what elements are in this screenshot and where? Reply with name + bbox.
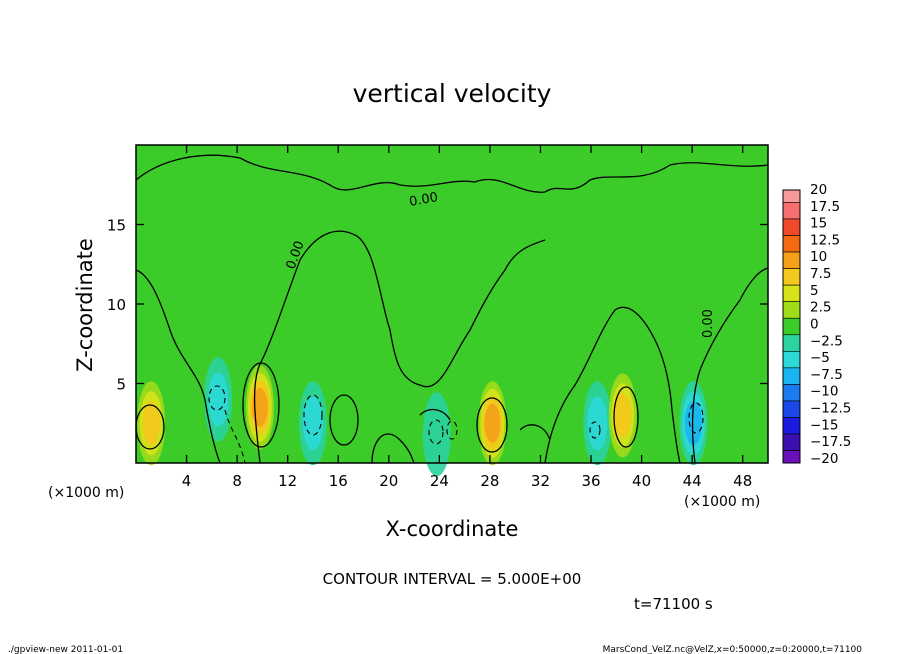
y-axis-title: Z-coordinate [73, 238, 97, 372]
colorbar-label: −10 [810, 384, 839, 400]
x-tick-label: 44 [683, 472, 702, 490]
contour-line [476, 397, 508, 453]
colorbar-label: 20 [810, 182, 827, 198]
chart-title: vertical velocity [353, 79, 552, 108]
colorbar-label: −15 [810, 417, 839, 433]
colorbar-swatch [782, 235, 801, 253]
colorbar-swatch [782, 189, 801, 203]
colorbar-label: −7.5 [810, 367, 843, 383]
contour-line-negative [688, 402, 704, 434]
contour-lines-negative [208, 385, 704, 464]
x-tick-label: 28 [480, 472, 499, 490]
colorbar-swatch [782, 400, 801, 418]
x-tick-label: 16 [329, 472, 348, 490]
colorbar-label: −17.5 [810, 434, 851, 450]
x-unit-label: (×1000 m) [48, 485, 124, 501]
colorbar-label: 15 [810, 216, 827, 232]
colorbar-label: 17.5 [810, 199, 840, 215]
contour-line [419, 408, 451, 421]
contour-line-negative [446, 420, 458, 440]
colorbar-label: 10 [810, 249, 827, 265]
velocity-cell [484, 403, 501, 443]
footer-right: MarsCond_VelZ.nc@VelZ,x=0:50000,z=0:2000… [603, 645, 863, 654]
feature-layer [137, 357, 708, 477]
velocity-cell [684, 401, 703, 446]
contour-label: 0.00 [701, 309, 716, 338]
colorbar-swatch [782, 351, 801, 369]
x-tick-label: 40 [632, 472, 651, 490]
contour-line-negative [428, 419, 444, 445]
colorbar-label: −12.5 [810, 400, 851, 416]
contour-line [519, 424, 551, 441]
x-tick-label: 4 [182, 472, 192, 490]
contour-line [135, 269, 221, 464]
velocity-cell [142, 401, 160, 446]
colorbar-swatch [782, 202, 801, 220]
velocity-cell [422, 392, 451, 477]
time-label: t=71100 s [634, 595, 713, 613]
contour-line-negative [589, 421, 601, 439]
plot-background [136, 145, 768, 463]
contour-line [691, 267, 769, 464]
contour-line [544, 306, 681, 464]
x-tick-label: 24 [430, 472, 449, 490]
colorbar-swatch [782, 218, 801, 236]
x-tick-label: 48 [733, 472, 752, 490]
x-axis-title: X-coordinate [386, 517, 519, 541]
colorbar-swatch [782, 317, 801, 336]
x-tick-label: 32 [531, 472, 550, 490]
colorbar-swatch [782, 268, 801, 286]
y-tick-label: 15 [107, 217, 126, 235]
x-unit-label-right: (×1000 m) [684, 494, 760, 510]
velocity-cell [613, 393, 632, 438]
footer-left: ./gpview-new 2011-01-01 [8, 645, 123, 654]
contour-line [371, 433, 415, 464]
contour-line [135, 154, 769, 193]
colorbar-label: −5 [810, 350, 830, 366]
colorbar-swatch [782, 284, 801, 302]
contour-line [613, 386, 639, 448]
contour-line-negative [208, 385, 226, 411]
y-tick-label: 10 [107, 296, 126, 314]
contour-lines [135, 154, 769, 464]
colorbar-swatch [782, 334, 801, 352]
contour-interval: CONTOUR INTERVAL = 5.000E+00 [323, 570, 582, 588]
colorbar-swatch [782, 417, 801, 435]
colorbar-label: −2.5 [810, 333, 843, 349]
colorbar-label: 2.5 [810, 300, 831, 316]
colorbar-label: −20 [810, 451, 839, 467]
colorbar-swatch [782, 301, 801, 319]
velocity-cell [587, 396, 608, 451]
contour-label: 0.00 [408, 190, 439, 210]
contour-line [253, 230, 546, 464]
colorbar-label: 5 [810, 283, 819, 299]
colorbar-label: 12.5 [810, 232, 840, 248]
contour-line [242, 362, 280, 448]
colorbar-swatch [782, 367, 801, 385]
colorbar-swatch [782, 384, 801, 402]
colorbar-label: 7.5 [810, 266, 831, 282]
colorbar-swatch [782, 251, 801, 269]
x-tick-label: 36 [581, 472, 600, 490]
contour-line [329, 394, 359, 446]
colorbar-swatch [782, 433, 801, 451]
contour-line-negative [303, 394, 323, 436]
x-tick-label: 12 [278, 472, 297, 490]
y-tick-label: 5 [116, 376, 126, 394]
x-tick-label: 20 [379, 472, 398, 490]
colorbar: 2017.51512.5107.552.50−2.5−5−7.5−10−12.5… [782, 182, 851, 467]
velocity-cell [302, 396, 323, 451]
x-tick-label: 8 [232, 472, 242, 490]
colorbar-swatch [782, 450, 801, 464]
colorbar-label: 0 [810, 316, 819, 332]
colorbar-frame [782, 189, 801, 464]
contour-line-negative [224, 409, 246, 464]
velocity-cell [208, 372, 229, 427]
plot-area: 0.00 0.00 0.00 4 8 12 16 20 24 28 32 36 40 44 48510… [107, 144, 769, 490]
